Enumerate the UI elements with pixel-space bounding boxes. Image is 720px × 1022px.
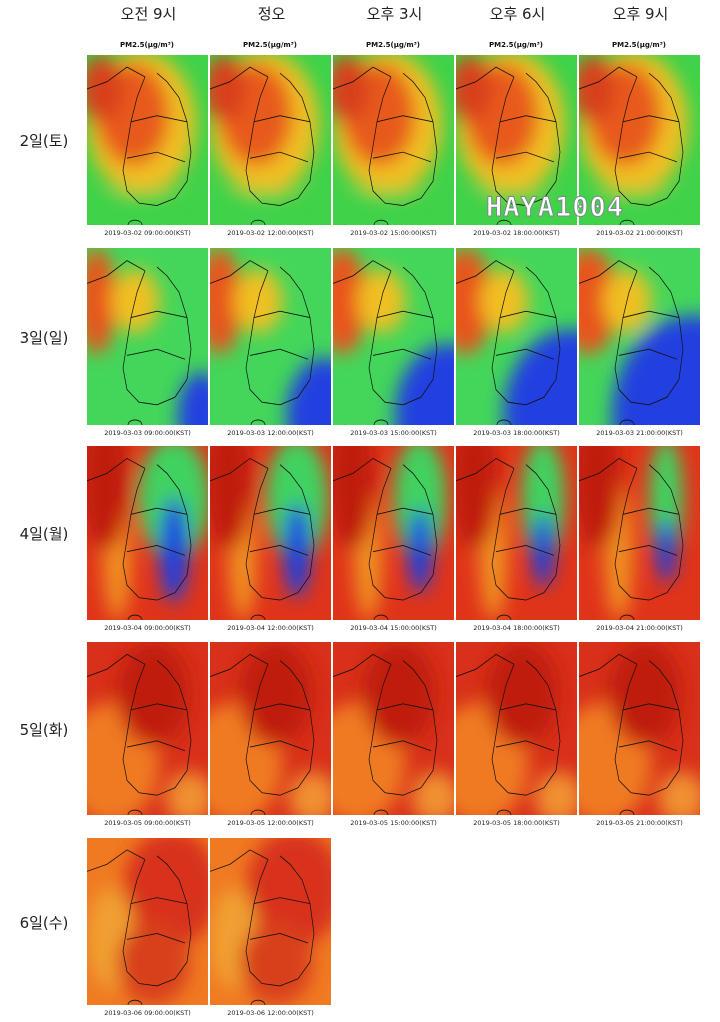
forecast-map	[456, 446, 577, 620]
map-caption: 2019-03-04 09:00:00(KST)	[104, 624, 191, 632]
forecast-map	[333, 642, 454, 815]
map-caption: 2019-03-05 21:00:00(KST)	[596, 819, 683, 827]
forecast-map	[579, 248, 700, 425]
unit-label: PM2.5(μg/m³)	[120, 41, 174, 49]
map-caption: 2019-03-02 18:00:00(KST)	[473, 229, 560, 237]
forecast-map	[87, 55, 208, 225]
unit-label: PM2.5(μg/m³)	[489, 41, 543, 49]
forecast-map	[333, 55, 454, 225]
map-caption: 2019-03-05 09:00:00(KST)	[104, 819, 191, 827]
forecast-map	[333, 446, 454, 620]
forecast-map	[210, 446, 331, 620]
forecast-map	[210, 838, 331, 1005]
map-caption: 2019-03-05 18:00:00(KST)	[473, 819, 560, 827]
unit-label: PM2.5(μg/m³)	[612, 41, 666, 49]
forecast-map	[210, 642, 331, 815]
map-caption: 2019-03-04 18:00:00(KST)	[473, 624, 560, 632]
row-label: 6일(수)	[19, 913, 69, 932]
map-caption: 2019-03-05 15:00:00(KST)	[350, 819, 437, 827]
map-caption: 2019-03-04 12:00:00(KST)	[227, 624, 314, 632]
forecast-map	[579, 55, 700, 225]
map-caption: 2019-03-02 09:00:00(KST)	[104, 229, 191, 237]
unit-label: PM2.5(μg/m³)	[243, 41, 297, 49]
map-caption: 2019-03-02 15:00:00(KST)	[350, 229, 437, 237]
map-caption: 2019-03-03 12:00:00(KST)	[227, 429, 314, 437]
forecast-map	[456, 55, 577, 225]
forecast-map	[333, 248, 454, 425]
map-caption: 2019-03-03 18:00:00(KST)	[473, 429, 560, 437]
forecast-map	[87, 838, 208, 1005]
forecast-map	[87, 248, 208, 425]
map-caption: 2019-03-03 15:00:00(KST)	[350, 429, 437, 437]
map-caption: 2019-03-03 09:00:00(KST)	[104, 429, 191, 437]
column-header: 오전 9시	[120, 5, 177, 23]
forecast-map	[210, 248, 331, 425]
row-label: 3일(일)	[19, 328, 69, 347]
forecast-map	[87, 642, 208, 815]
map-caption: 2019-03-02 12:00:00(KST)	[227, 229, 314, 237]
map-caption: 2019-03-02 21:00:00(KST)	[596, 229, 683, 237]
map-caption: 2019-03-03 21:00:00(KST)	[596, 429, 683, 437]
forecast-map	[579, 446, 700, 620]
forecast-map	[456, 248, 577, 425]
column-header: 정오	[257, 5, 286, 23]
forecast-map	[210, 55, 331, 225]
watermark: HAYA1004	[485, 192, 625, 224]
forecast-map	[456, 642, 577, 815]
unit-label: PM2.5(μg/m³)	[366, 41, 420, 49]
column-header: 오후 3시	[366, 5, 423, 23]
map-caption: 2019-03-04 15:00:00(KST)	[350, 624, 437, 632]
map-caption: 2019-03-05 12:00:00(KST)	[227, 819, 314, 827]
map-caption: 2019-03-06 12:00:00(KST)	[227, 1009, 314, 1017]
forecast-map	[87, 446, 208, 620]
row-label: 2일(토)	[19, 132, 69, 150]
map-caption: 2019-03-06 09:00:00(KST)	[104, 1009, 191, 1017]
map-caption: 2019-03-04 21:00:00(KST)	[596, 624, 683, 632]
forecast-map	[579, 642, 700, 815]
row-label: 5일(화)	[19, 720, 69, 739]
column-header: 오후 9시	[612, 5, 669, 23]
column-header: 오후 6시	[489, 5, 546, 23]
row-label: 4일(월)	[19, 525, 69, 543]
